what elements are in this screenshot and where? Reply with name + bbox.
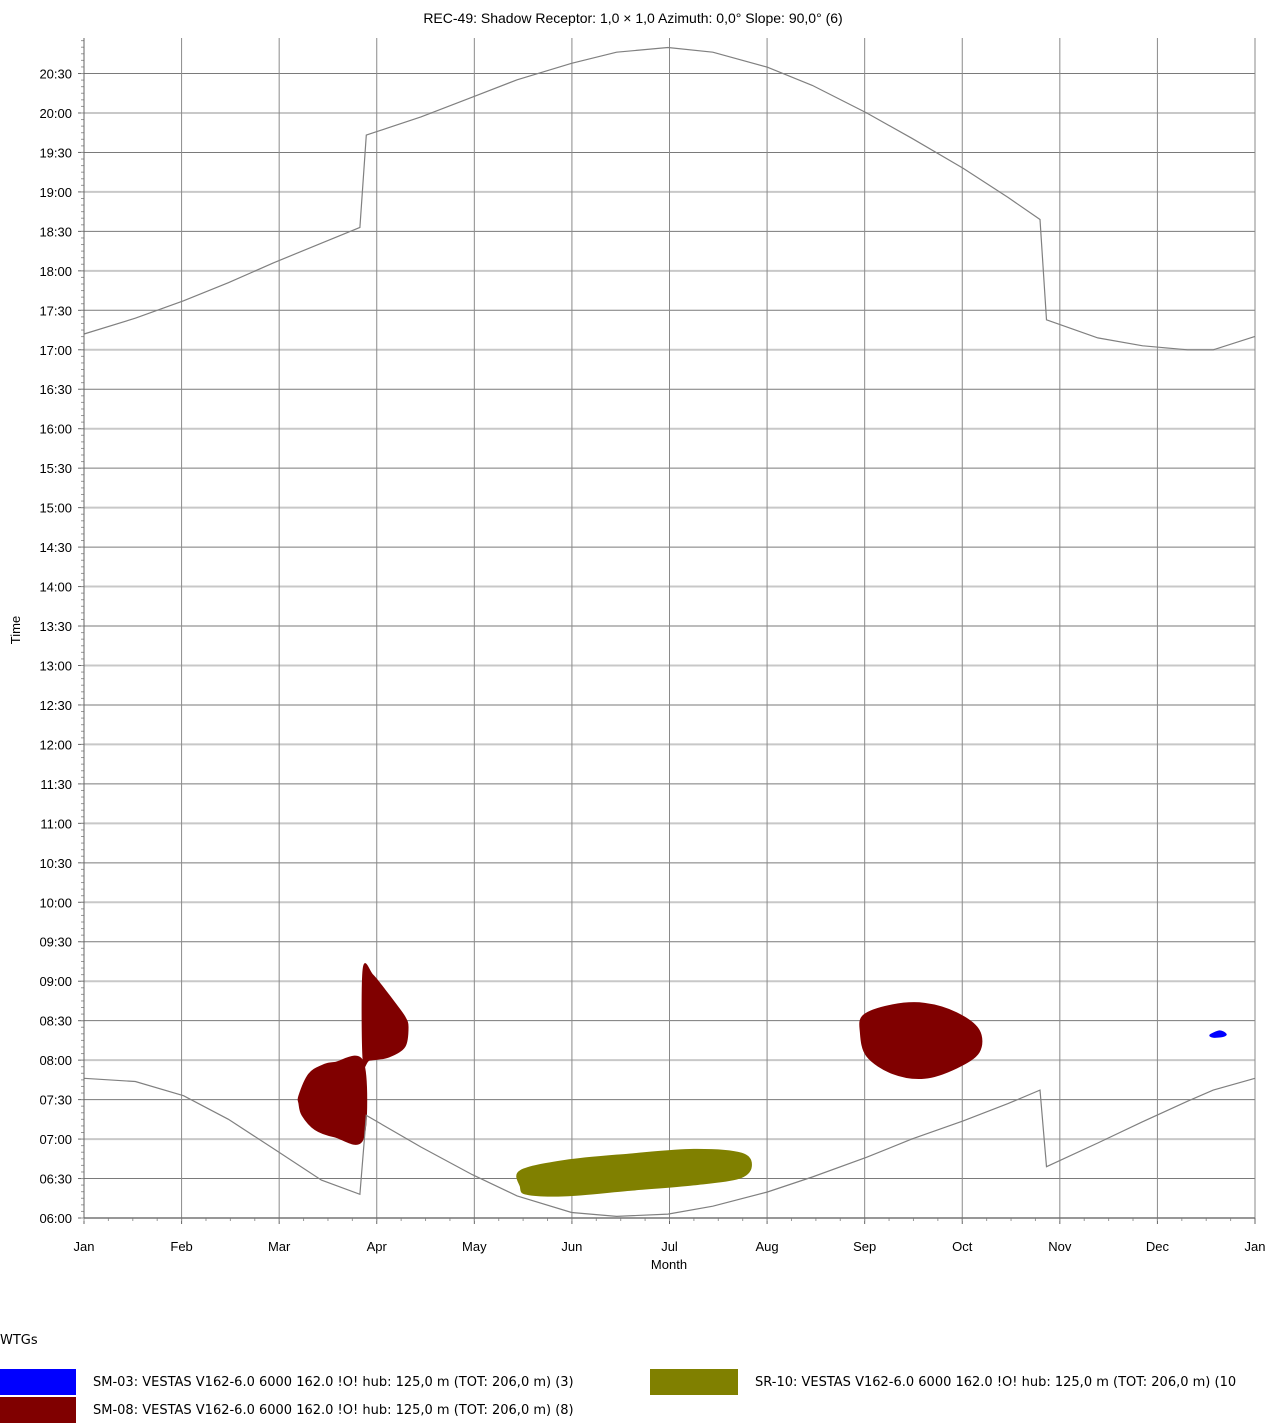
x-tick-label: Feb [170, 1239, 192, 1254]
shadow-chart: REC-49: Shadow Receptor: 1,0 × 1,0 Azimu… [8, 10, 1265, 1272]
shadow-regions [297, 963, 1227, 1197]
shadow-region-1 [859, 1002, 983, 1080]
sunrise-curve [83, 1077, 1256, 1218]
x-tick-label: Sep [853, 1239, 876, 1254]
x-tick-label: Dec [1146, 1239, 1170, 1254]
y-tick-label: 14:30 [39, 540, 72, 555]
legend-label: SM-08: VESTAS V162-6.0 6000 162.0 !O! hu… [93, 1402, 574, 1418]
x-tick-label: Jul [661, 1239, 678, 1254]
chart-title: REC-49: Shadow Receptor: 1,0 × 1,0 Azimu… [423, 10, 842, 26]
chart-grid [83, 38, 1256, 1219]
y-tick-label: 16:00 [39, 422, 72, 437]
y-tick-label: 06:00 [39, 1211, 72, 1226]
legend-swatch [0, 1369, 76, 1395]
x-tick-label: Aug [756, 1239, 779, 1254]
y-tick-label: 18:00 [39, 264, 72, 279]
y-tick-label: 20:00 [39, 106, 72, 121]
y-tick-label: 12:30 [39, 698, 72, 713]
y-tick-label: 19:30 [39, 145, 72, 160]
chart-axes: 06:00 06:30 07:00 07:30 08:00 08:30 09:00 09:30… [39, 38, 1265, 1254]
y-tick-label: 17:30 [39, 303, 72, 318]
shadow-region-0 [1209, 1030, 1227, 1038]
shadow-region-1 [361, 963, 409, 1068]
y-tick-label: 15:30 [39, 461, 72, 476]
shadow-region-1 [297, 1055, 368, 1145]
y-tick-label: 12:00 [39, 737, 72, 752]
y-tick-label: 11:00 [40, 816, 72, 831]
x-tick-label: Jun [561, 1239, 582, 1254]
legend-swatch [650, 1369, 738, 1395]
y-tick-label: 08:00 [39, 1053, 72, 1068]
legend-title: WTGs [0, 1333, 38, 1348]
y-tick-label: 16:30 [39, 382, 72, 397]
y-tick-label: 20:30 [39, 67, 72, 82]
y-tick-label: 08:30 [39, 1014, 72, 1029]
legend-item-sm08: SM-08: VESTAS V162-6.0 6000 162.0 !O! hu… [0, 1397, 574, 1423]
y-tick-label: 14:00 [39, 580, 72, 595]
x-tick-label: Nov [1048, 1239, 1072, 1254]
x-tick-label: Apr [367, 1239, 388, 1254]
y-tick-label: 11:30 [40, 777, 72, 792]
y-tick-label: 09:00 [39, 974, 72, 989]
legend-label: SM-03: VESTAS V162-6.0 6000 162.0 !O! hu… [93, 1374, 574, 1390]
x-axis-label: Month [651, 1257, 687, 1272]
x-tick-label: May [462, 1239, 487, 1254]
sun-curves [83, 46, 1256, 1218]
legend-label: SR-10: VESTAS V162-6.0 6000 162.0 !O! hu… [755, 1374, 1237, 1390]
y-tick-label: 07:30 [39, 1093, 72, 1108]
y-tick-label: 15:00 [39, 501, 72, 516]
x-tick-label: Mar [268, 1239, 291, 1254]
y-axis-label: Time [8, 616, 23, 644]
y-tick-label: 09:30 [39, 935, 72, 950]
legend-item-sr10: SR-10: VESTAS V162-6.0 6000 162.0 !O! hu… [650, 1369, 1236, 1395]
y-tick-label: 13:00 [39, 658, 72, 673]
x-tick-label: Jan [1245, 1239, 1266, 1254]
x-tick-label: Jan [74, 1239, 95, 1254]
legend-item-sm03: SM-03: VESTAS V162-6.0 6000 162.0 !O! hu… [0, 1369, 574, 1395]
y-tick-label: 19:00 [39, 185, 72, 200]
y-tick-label: 17:00 [39, 343, 72, 358]
legend-swatch [0, 1397, 76, 1423]
y-tick-label: 10:00 [39, 895, 72, 910]
y-tick-label: 06:30 [39, 1172, 72, 1187]
y-tick-label: 13:30 [39, 619, 72, 634]
x-tick-label: Oct [952, 1239, 973, 1254]
y-tick-label: 07:00 [39, 1132, 72, 1147]
y-tick-label: 18:30 [39, 224, 72, 239]
sunset-curve [83, 46, 1256, 351]
shadow-region-2 [516, 1148, 752, 1197]
y-tick-label: 10:30 [39, 856, 72, 871]
